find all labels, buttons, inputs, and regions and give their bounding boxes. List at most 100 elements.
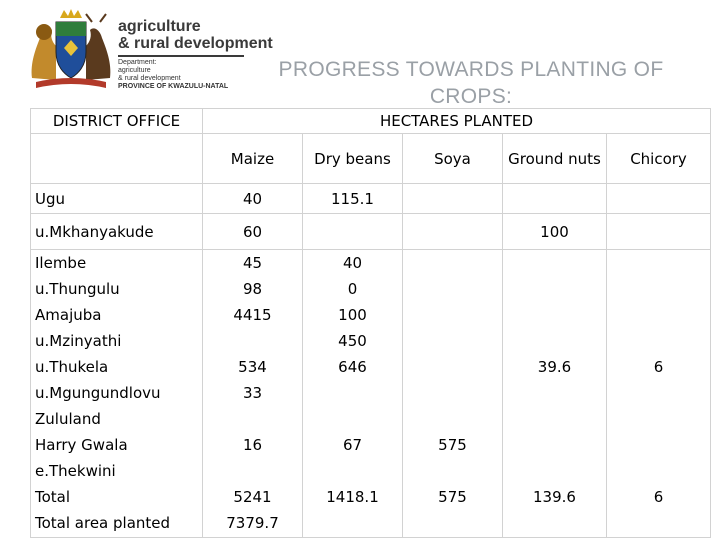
soya-value — [407, 250, 498, 276]
chicory-value — [611, 302, 706, 328]
ground-nuts-value — [507, 328, 602, 354]
chicory-value — [611, 510, 706, 536]
chicory-value — [611, 458, 706, 484]
soya-value — [407, 380, 498, 406]
district-name: Total area planted — [35, 514, 171, 532]
column-header-ground-nuts: Ground nuts — [502, 133, 607, 184]
ground-nuts-value: 100 — [502, 213, 607, 250]
dry-beans-value — [307, 458, 398, 484]
maize-value — [207, 406, 298, 432]
ground-nuts-value: 139.6 — [533, 488, 576, 506]
chicory-value — [611, 328, 706, 354]
slide-title: PROGRESS TOWARDS PLANTING OF CROPS: — [248, 56, 694, 110]
ground-nuts-value — [507, 302, 602, 328]
district-name: u.Mgungundlovu — [35, 384, 161, 402]
maize-value — [207, 328, 298, 354]
logo-title-line-2: & rural development — [118, 35, 273, 52]
chicory-value — [611, 380, 706, 406]
slide-title-line-1: PROGRESS TOWARDS PLANTING OF — [278, 58, 664, 81]
kzn-coat-of-arms-icon — [31, 9, 111, 88]
soya-value — [407, 458, 498, 484]
ground-nuts-column-cell: 39.6 139.6 — [502, 249, 607, 538]
soya-value — [402, 213, 503, 250]
logo-sub-line-2: agriculture — [118, 67, 151, 74]
maize-value: 4415 — [233, 306, 272, 324]
chicory-value — [611, 250, 706, 276]
maize-value: 98 — [242, 280, 263, 298]
district-name: Total — [35, 488, 71, 506]
soya-value — [407, 276, 498, 302]
column-header-soya: Soya — [402, 133, 503, 184]
chicory-value — [606, 213, 711, 250]
dry-beans-value: 67 — [342, 436, 363, 454]
ground-nuts-value — [507, 432, 602, 458]
dry-beans-value — [302, 213, 403, 250]
dry-beans-value: 40 — [342, 254, 363, 272]
ground-nuts-value — [507, 406, 602, 432]
soya-value — [407, 302, 498, 328]
soya-value: 575 — [438, 436, 467, 454]
dry-beans-value: 115.1 — [302, 183, 403, 214]
logo-sub-line-4: PROVINCE OF KWAZULU-NATAL — [118, 83, 229, 90]
dry-beans-value — [307, 510, 398, 536]
blank-header-cell — [30, 133, 203, 184]
logo-title-line-1: agriculture — [118, 18, 201, 35]
dry-beans-value: 100 — [338, 306, 367, 324]
column-header-dry-beans: Dry beans — [302, 133, 403, 184]
maize-column-cell: 45 98 4415 534 33 16 5241 7379.7 — [202, 249, 303, 538]
maize-value: 5241 — [233, 488, 272, 506]
logo-sub-line-3: & rural development — [118, 75, 181, 82]
chicory-value — [611, 406, 706, 432]
chicory-value — [611, 432, 706, 458]
soya-value: 575 — [438, 488, 467, 506]
district-name: u.Mzinyathi — [35, 332, 122, 350]
soya-value — [407, 354, 498, 380]
department-logo: agriculture & rural development Departme… — [118, 18, 273, 91]
district-name: e.Thekwini — [35, 462, 116, 480]
district-name: Ilembe — [35, 254, 87, 272]
district-name: Zululand — [35, 410, 101, 428]
maize-value — [207, 458, 298, 484]
maize-value: 16 — [242, 436, 263, 454]
chicory-value — [606, 183, 711, 214]
dry-beans-value — [307, 380, 398, 406]
district-name: u.Thungulu — [35, 280, 120, 298]
maize-value: 40 — [202, 183, 303, 214]
maize-value: 45 — [242, 254, 263, 272]
slide-header: agriculture & rural development Departme… — [0, 0, 720, 110]
dry-beans-value: 450 — [338, 332, 367, 350]
district-name: u.Mkhanyakude — [30, 213, 203, 250]
column-header-chicory: Chicory — [606, 133, 711, 184]
ground-nuts-value — [507, 510, 602, 536]
dry-beans-column-cell: 40 0 100 450 646 67 1418.1 — [302, 249, 403, 538]
ground-nuts-value — [507, 276, 602, 302]
ground-nuts-value: 39.6 — [537, 358, 572, 376]
slide-title-line-2: CROPS: — [429, 85, 513, 108]
soya-value — [407, 510, 498, 536]
logo-divider — [118, 55, 244, 57]
chicory-value: 6 — [653, 358, 664, 376]
dry-beans-value: 1418.1 — [326, 488, 379, 506]
district-name: Amajuba — [35, 306, 102, 324]
ground-nuts-value — [507, 250, 602, 276]
soya-value — [407, 328, 498, 354]
maize-value: 33 — [242, 384, 263, 402]
district-name: Harry Gwala — [35, 436, 128, 454]
logo-sub-line-1: Department: — [118, 59, 157, 66]
chicory-column-cell: 6 6 — [606, 249, 711, 538]
district-office-header: DISTRICT OFFICE — [30, 108, 203, 134]
ground-nuts-value — [507, 458, 602, 484]
dry-beans-value: 646 — [338, 358, 367, 376]
soya-value — [407, 406, 498, 432]
maize-value: 534 — [238, 358, 267, 376]
soya-column-cell: 575 575 — [402, 249, 503, 538]
planting-progress-table: DISTRICT OFFICE HECTARES PLANTED Maize D… — [30, 108, 711, 538]
hectares-planted-header: HECTARES PLANTED — [202, 108, 711, 134]
column-header-maize: Maize — [202, 133, 303, 184]
maize-value: 7379.7 — [226, 514, 279, 532]
dry-beans-value: 0 — [347, 280, 358, 298]
chicory-value — [611, 276, 706, 302]
ground-nuts-value — [507, 380, 602, 406]
district-name: Ugu — [30, 183, 203, 214]
maize-value: 60 — [202, 213, 303, 250]
